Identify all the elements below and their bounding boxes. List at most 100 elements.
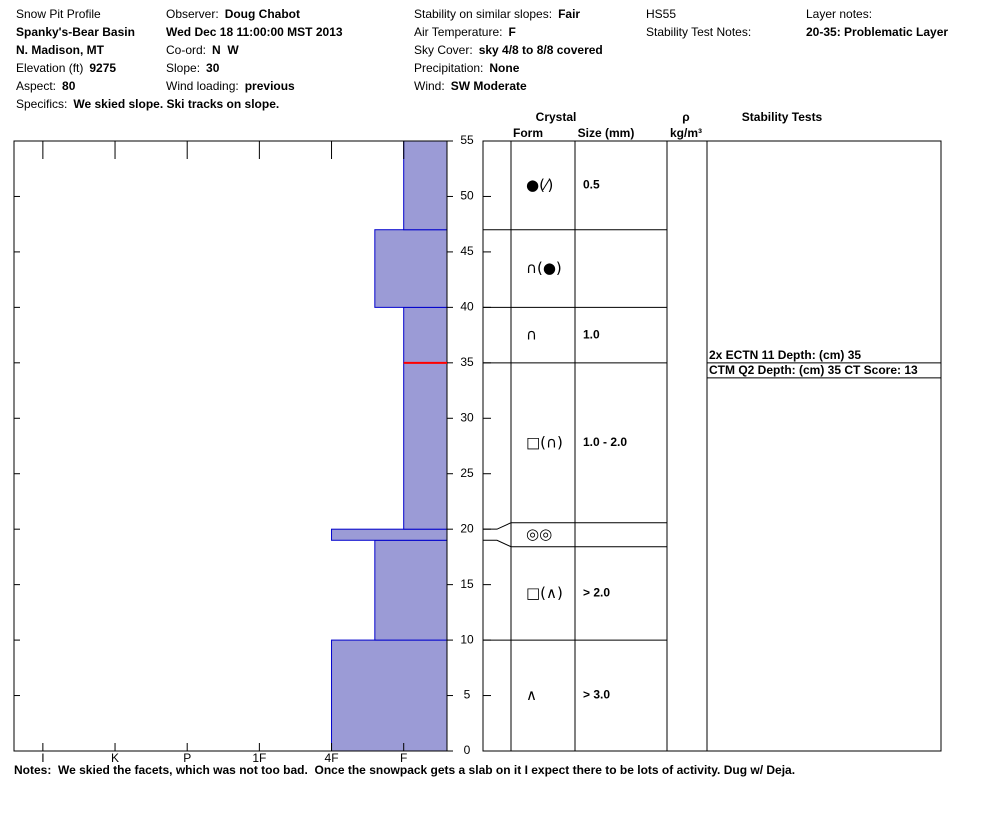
hardness-bar [374,539,448,641]
header-field: Stability on similar slopes: Fair [414,7,580,21]
y-tick-label: 50 [460,189,474,203]
plot-frame [13,140,448,752]
hardness-bar [403,306,448,364]
column-header: Size (mm) [578,126,635,140]
field-label: Elevation (ft) [16,61,84,75]
field-label: Observer: [166,7,219,21]
field-label: HS55 [646,7,677,21]
field-value: 9275 [89,61,117,75]
hardness-bar [331,528,448,541]
notes-text: We skied the facets, which was not too b… [58,763,796,777]
header-field: HS55 [646,7,676,21]
hardness-bar [331,639,448,752]
grain-size: > 2.0 [583,586,610,600]
chart: 0 5 10 15 20 25 30 35 40 45 50 55 I K P 1F 4F F Crystal For… [13,110,942,765]
column-header: Form [513,126,543,140]
x-tick-label: F [400,751,407,765]
header-field: Elevation (ft) 9275 [16,61,116,75]
hardness-bar [403,140,448,231]
x-tick-label: I [41,751,44,765]
column-header: Stability Tests [742,110,823,124]
header: Snow Pit Profile Spanky's-Bear Basin N. Ma… [0,0,994,112]
y-tick-label: 35 [460,355,474,369]
grain-form: ∧ [526,686,537,704]
layer-boundary [483,539,667,548]
field-label: Precipitation: [414,61,484,75]
layer-boundary [483,522,667,530]
field-label: Air Temperature: [414,25,503,39]
field-value: sky 4/8 to 8/8 covered [478,43,603,57]
header-field: Wind loading: previous [166,79,295,93]
field-label: Stability Test Notes: [646,25,752,39]
y-tick-label: 0 [464,743,471,757]
field-label: Wind: [414,79,445,93]
column-header: Crystal [536,110,577,124]
grain-size: 1.0 - 2.0 [583,435,627,449]
x-tick-label: K [111,751,119,765]
field-value: F [508,25,516,39]
field-label: Co-ord: [166,43,207,57]
header-field: Layer notes: [806,7,872,21]
grain-size: > 3.0 [583,688,610,702]
header-field: Wed Dec 18 11:00:00 MST 2013 [166,25,343,39]
field-label: Snow Pit Profile [16,7,101,21]
y-tick-label: 55 [460,133,474,147]
field-value: previous [244,79,295,93]
header-field: Snow Pit Profile [16,7,101,21]
header-field: N. Madison, MT [16,43,104,57]
hardness-bar [403,362,448,530]
y-tick-label: 10 [460,632,474,646]
field-value: 30 [206,61,220,75]
field-value: Spanky's-Bear Basin [16,25,135,39]
header-field: Observer: Doug Chabot [166,7,300,21]
grain-form: □(∩) [526,433,563,451]
y-tick-label: 15 [460,577,474,591]
y-tick-label: 20 [460,521,474,535]
field-label: Sky Cover: [414,43,473,57]
field-label: Specifics: [16,97,68,111]
header-field: Precipitation: None [414,61,519,75]
field-value: SW Moderate [450,79,527,93]
header-field: Wind: SW Moderate [414,79,527,93]
grain-size: 0.5 [583,178,600,192]
y-tick-label: 25 [460,466,474,480]
grain-form: ●(⁄) [526,176,553,194]
grain-form: □(∧) [526,584,563,602]
field-value: 20-35: Problematic Layer [806,25,949,39]
column-header: kg/m³ [670,126,702,140]
x-tick-label: 4F [325,751,339,765]
field-label: Stability on similar slopes: [414,7,553,21]
field-value: Doug Chabot [224,7,301,21]
x-tick-label: 1F [252,751,266,765]
grain-form: ∩(●) [526,259,562,277]
header-field: 20-35: Problematic Layer [806,25,948,39]
column-header: ρ [682,110,689,124]
y-tick-label: 45 [460,244,474,258]
notes: Notes: We skied the facets, which was no… [14,763,795,777]
table-frame [482,140,942,752]
header-field: Sky Cover: sky 4/8 to 8/8 covered [414,43,603,57]
grain-size: 1.0 [583,327,600,341]
field-label: Aspect: [16,79,57,93]
header-field: Specifics: We skied slope. Ski tracks on … [16,97,279,111]
grain-form: ∩ [526,326,537,344]
field-label: Layer notes: [806,7,873,21]
y-tick-label: 40 [460,300,474,314]
hardness-bar [374,229,448,308]
grain-form: ◎◎ [526,525,552,543]
x-tick-label: P [183,751,191,765]
test-result: CTM Q2 Depth: (cm) 35 CT Score: 13 [709,363,918,377]
header-field: Aspect: 80 [16,79,75,93]
header-field: Spanky's-Bear Basin [16,25,135,39]
field-value: 80 [62,79,76,93]
field-label: Wind loading: [166,79,239,93]
field-value: Fair [558,7,581,21]
notes-label: Notes: [14,763,52,777]
field-label: Slope: [166,61,201,75]
field-value: N. Madison, MT [16,43,104,57]
field-value: N W [212,43,239,57]
field-value: We skied slope. Ski tracks on slope. [73,97,280,111]
field-value: Wed Dec 18 11:00:00 MST 2013 [166,25,343,39]
header-field: Air Temperature: F [414,25,516,39]
